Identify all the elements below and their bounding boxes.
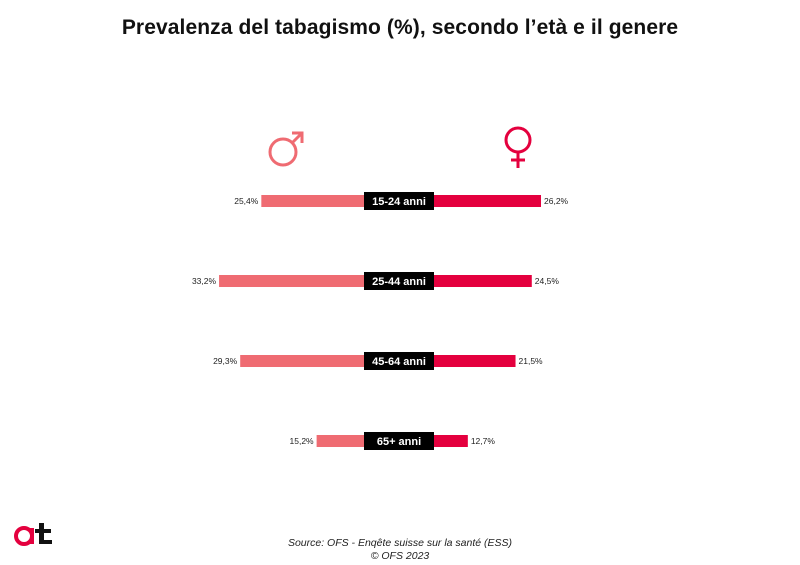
value-label-female: 24,5% (535, 276, 560, 286)
copyright-line: © OFS 2023 (370, 550, 430, 562)
value-label-male: 15,2% (290, 436, 315, 446)
at-logo-icon (14, 523, 52, 546)
chart-title: Prevalenza del tabagismo (%), secondo l’… (121, 16, 679, 39)
value-label-male: 29,3% (213, 356, 238, 366)
value-label-female: 12,7% (471, 436, 496, 446)
value-label-female: 21,5% (519, 356, 544, 366)
category-label: 65+ anni (377, 436, 421, 448)
value-label-female: 26,2% (544, 196, 569, 206)
category-label: 45-64 anni (372, 356, 426, 368)
category-label-bg (364, 432, 434, 450)
category-label: 15-24 anni (372, 196, 426, 208)
source-line: Source: OFS - Enqête suisse sur la santé… (287, 537, 513, 549)
male-symbol-icon (268, 131, 304, 167)
category-label-bg (364, 192, 434, 210)
bar-male (219, 275, 399, 287)
category-label-bg (364, 352, 434, 370)
value-label-male: 33,2% (192, 276, 217, 286)
source-note: Source: OFS - Enqête suisse sur la santé… (0, 537, 800, 563)
bar-male (240, 355, 399, 367)
category-label: 25-44 anni (372, 276, 426, 288)
category-label-bg (364, 272, 434, 290)
bar-female (399, 195, 542, 207)
female-symbol-icon (504, 126, 532, 168)
value-label-male: 25,4% (234, 196, 259, 206)
